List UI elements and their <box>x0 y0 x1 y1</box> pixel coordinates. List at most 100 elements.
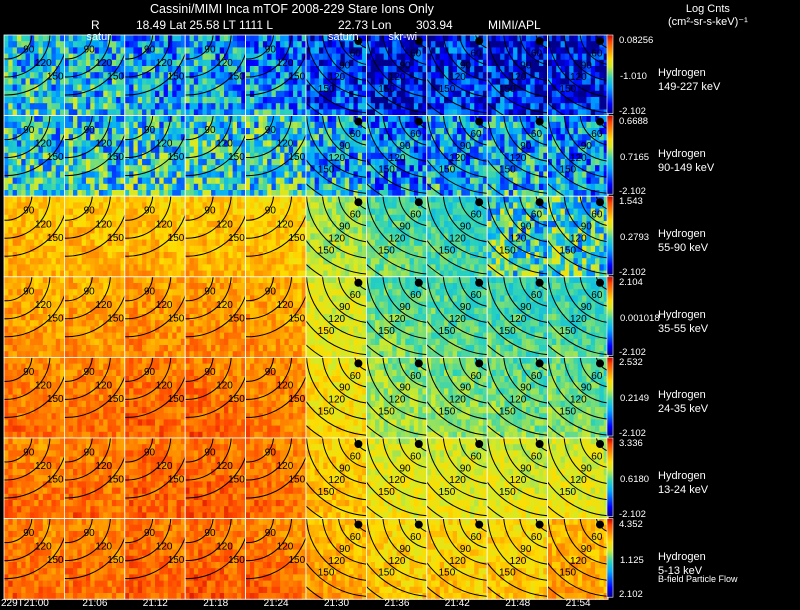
pixel <box>340 159 346 166</box>
pixel <box>340 190 346 197</box>
pixel <box>474 90 480 98</box>
pixel <box>495 103 501 110</box>
pixel <box>487 35 493 42</box>
pixel <box>314 66 320 73</box>
contour-label: 150 <box>318 84 335 95</box>
pixel <box>426 152 432 160</box>
pixel <box>81 97 87 104</box>
pixel <box>211 59 216 67</box>
pixel <box>51 190 57 197</box>
pixel <box>262 128 268 135</box>
pixel <box>310 202 316 210</box>
pixel <box>193 78 199 86</box>
pixel <box>60 152 65 160</box>
pixel <box>267 59 273 67</box>
pixel <box>150 165 156 172</box>
pixel <box>4 183 9 191</box>
pixel <box>495 47 501 55</box>
pixel <box>444 183 449 191</box>
pixel <box>185 41 191 48</box>
pixel <box>340 196 346 203</box>
pixel <box>60 146 65 154</box>
pixel <box>232 264 238 272</box>
pixel <box>137 270 143 278</box>
pixel <box>310 183 316 191</box>
pixel <box>85 72 91 79</box>
pixel <box>21 221 27 228</box>
pixel <box>439 183 445 191</box>
pixel <box>60 109 65 117</box>
pixel <box>500 128 506 135</box>
pixel <box>4 221 9 228</box>
pixel <box>461 109 467 117</box>
pixel <box>146 258 152 265</box>
pixel <box>150 72 156 79</box>
pixel <box>336 78 342 86</box>
pixel <box>262 47 268 55</box>
pixel <box>150 177 156 185</box>
pixel <box>469 59 475 67</box>
pixel <box>530 72 536 79</box>
pixel <box>176 134 182 141</box>
pixel <box>98 208 104 216</box>
pixel <box>241 121 247 129</box>
pixel <box>81 121 87 129</box>
pixel <box>159 202 165 210</box>
pixel <box>189 208 195 216</box>
pixel <box>38 190 44 197</box>
pixel <box>271 103 277 110</box>
pixel <box>163 159 169 166</box>
pixel <box>275 35 281 42</box>
pixel <box>478 165 484 172</box>
pixel <box>262 183 268 191</box>
pixel <box>4 171 9 179</box>
pixel <box>64 90 70 98</box>
pixel <box>469 41 475 48</box>
pixel <box>176 270 182 278</box>
pixel <box>29 165 35 172</box>
pixel <box>465 165 471 172</box>
pixel <box>189 214 195 222</box>
pixel <box>51 115 57 123</box>
pixel <box>344 90 350 98</box>
pixel <box>314 78 320 86</box>
pixel <box>340 97 346 104</box>
pixel <box>426 41 432 48</box>
pixel <box>159 47 165 55</box>
pixel <box>314 214 320 222</box>
pixel <box>275 202 281 210</box>
pixel <box>547 35 553 42</box>
contour-line <box>245 35 275 60</box>
pixel <box>120 183 126 191</box>
pixel <box>288 134 294 141</box>
pixel <box>267 84 273 92</box>
pixel <box>107 264 113 272</box>
pixel <box>469 128 475 135</box>
pixel <box>271 152 277 160</box>
pixel <box>206 140 212 148</box>
pixel <box>219 171 225 179</box>
pixel <box>595 78 600 86</box>
pixel <box>180 84 186 92</box>
pixel <box>301 115 307 123</box>
pixel <box>163 140 169 148</box>
pixel <box>444 109 449 117</box>
pixel <box>211 109 216 117</box>
pixel <box>137 227 143 234</box>
pixel <box>249 90 255 98</box>
pixel <box>284 84 290 92</box>
pixel <box>16 84 22 92</box>
pixel <box>340 258 346 265</box>
pixel <box>426 53 432 61</box>
pixel <box>495 128 501 135</box>
pixel <box>431 78 437 86</box>
pixel <box>29 159 35 166</box>
pixel <box>163 84 169 92</box>
pixel <box>249 109 255 117</box>
pixel <box>85 97 91 104</box>
pixel <box>344 134 350 141</box>
pixel <box>336 66 342 73</box>
pixel <box>526 72 531 79</box>
pixel <box>478 103 484 110</box>
pixel <box>16 165 22 172</box>
